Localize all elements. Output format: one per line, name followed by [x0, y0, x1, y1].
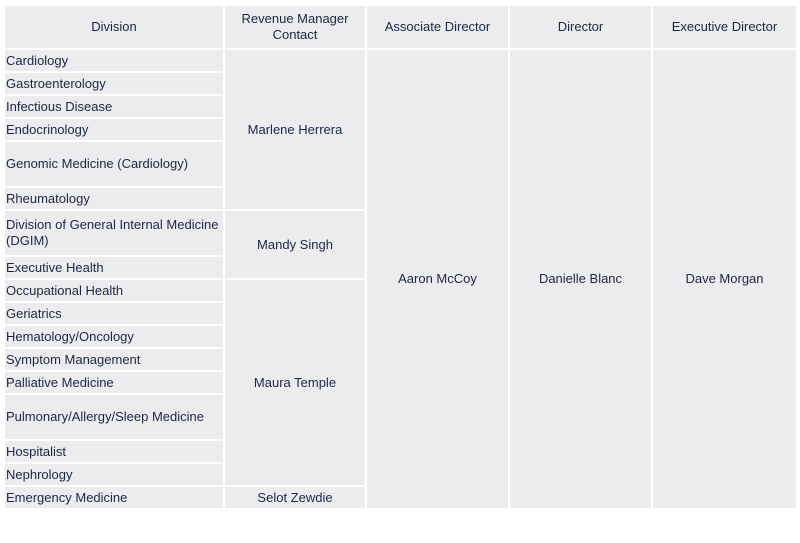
division-cell: Cardiology — [3, 48, 225, 73]
division-cell: Palliative Medicine — [3, 370, 225, 395]
table-row: Infectious Disease — [3, 94, 797, 119]
division-cell: Hematology/Oncology — [3, 324, 225, 349]
division-cell: Nephrology — [3, 462, 225, 487]
table-row: Symptom Management — [3, 347, 797, 372]
table-row: Cardiology Marlene Herrera Aaron McCoy D… — [3, 48, 798, 510]
table-row: Emergency Medicine Selot Zewdie — [3, 485, 797, 510]
division-cell: Emergency Medicine — [3, 485, 225, 510]
division-cell: Occupational Health — [3, 278, 225, 303]
division-cell: Symptom Management — [3, 347, 225, 372]
table-row: Endocrinology — [3, 117, 797, 142]
table-row: Nephrology — [3, 462, 797, 487]
header-director: Director — [508, 4, 653, 50]
table-row: Hospitalist — [3, 439, 797, 464]
contacts-table: Division Revenue Manager Contact Associa… — [3, 4, 798, 510]
director-cell: Danielle Blanc — [508, 48, 653, 510]
table-row: Genomic Medicine (Cardiology) — [3, 140, 797, 188]
revenue-manager-cell: Marlene Herrera — [223, 48, 367, 211]
contacts-table-container: Division Revenue Manager Contact Associa… — [3, 4, 798, 510]
table-row: Executive Health — [3, 255, 797, 280]
division-cell: Endocrinology — [3, 117, 225, 142]
associate-director-cell: Aaron McCoy — [365, 48, 510, 510]
table-row: Pulmonary/Allergy/Sleep Medicine — [3, 393, 797, 441]
division-cell: Pulmonary/Allergy/Sleep Medicine — [3, 393, 225, 441]
header-executive-director: Executive Director — [651, 4, 798, 50]
revenue-manager-cell: Selot Zewdie — [223, 485, 367, 510]
table-row: Palliative Medicine — [3, 370, 797, 395]
division-cell: Executive Health — [3, 255, 225, 280]
revenue-manager-cell: Mandy Singh — [223, 209, 367, 280]
table-row: Occupational Health Maura Temple — [3, 278, 797, 487]
table-row: Rheumatology — [3, 186, 797, 211]
division-cell: Genomic Medicine (Cardiology) — [3, 140, 225, 188]
table-row: Division of General Internal Medicine (D… — [3, 209, 797, 280]
division-cell: Geriatrics — [3, 301, 225, 326]
division-cell: Hospitalist — [3, 439, 225, 464]
division-cell: Rheumatology — [3, 186, 225, 211]
header-division: Division — [3, 4, 225, 50]
table-row: Geriatrics — [3, 301, 797, 326]
executive-director-cell: Dave Morgan — [651, 48, 798, 510]
table-row: Hematology/Oncology — [3, 324, 797, 349]
division-cell: Division of General Internal Medicine (D… — [3, 209, 225, 257]
division-cell: Gastroenterology — [3, 71, 225, 96]
header-row: Division Revenue Manager Contact Associa… — [3, 4, 798, 50]
header-revenue-manager: Revenue Manager Contact — [223, 4, 367, 50]
revenue-manager-cell: Maura Temple — [223, 278, 367, 487]
division-cell: Infectious Disease — [3, 94, 225, 119]
table-row: Gastroenterology — [3, 71, 797, 96]
header-associate-director: Associate Director — [365, 4, 510, 50]
